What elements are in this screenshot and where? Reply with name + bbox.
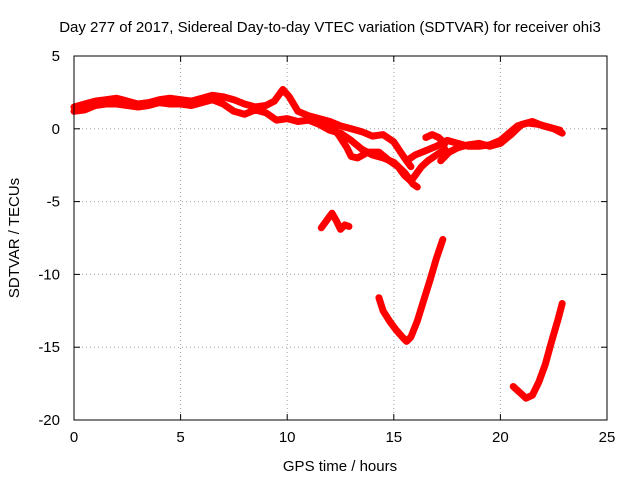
x-tick-label: 25	[599, 429, 616, 446]
y-tick-label: -20	[38, 412, 60, 429]
y-axis-label: SDTVAR / TECUs	[6, 178, 23, 298]
y-tick-label: 0	[52, 121, 60, 138]
x-tick-label: 20	[492, 429, 509, 446]
series-track-8	[375, 236, 447, 345]
series-track-6	[422, 131, 449, 147]
x-axis-label: GPS time / hours	[283, 458, 397, 475]
y-tick-label: -10	[38, 266, 60, 283]
y-tick-labels: 5 0 -5 -10 -15 -20	[38, 48, 60, 429]
x-tick-labels: 0 5 10 15 20 25	[70, 429, 616, 446]
x-tick-label: 10	[279, 429, 296, 446]
chart-title: Day 277 of 2017, Sidereal Day-to-day VTE…	[59, 19, 601, 36]
data-series	[70, 86, 566, 402]
series-track-7	[317, 209, 353, 233]
series-track-5	[437, 118, 566, 165]
axis-ticks	[73, 55, 608, 421]
y-tick-label: -5	[47, 194, 60, 211]
series-track-9	[509, 300, 566, 402]
x-tick-label: 15	[385, 429, 402, 446]
x-tick-label: 5	[176, 429, 184, 446]
series-track-2	[70, 96, 421, 191]
grid	[74, 56, 607, 420]
y-tick-label: -15	[38, 339, 60, 356]
x-tick-label: 0	[70, 429, 78, 446]
series-track-3	[315, 116, 449, 185]
plot-frame	[73, 55, 608, 421]
y-tick-label: 5	[52, 48, 60, 65]
series-track-1	[70, 86, 415, 171]
